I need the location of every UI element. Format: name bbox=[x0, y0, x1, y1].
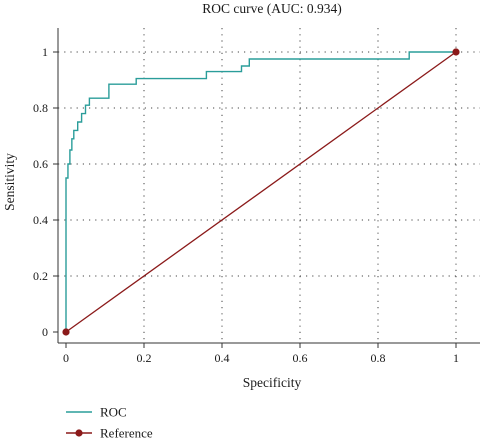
legend-item-roc: ROC bbox=[66, 405, 127, 420]
y-tick-label: 0.6 bbox=[33, 157, 48, 171]
x-tick-label: 0.4 bbox=[215, 351, 230, 365]
chart-title: ROC curve (AUC: 0.934) bbox=[202, 1, 341, 16]
reference-point bbox=[62, 328, 70, 336]
y-axis-ticks: 0 0.2 0.4 0.6 0.8 1 bbox=[33, 45, 58, 339]
x-tick-label: 1 bbox=[453, 351, 459, 365]
grid-lines bbox=[58, 28, 480, 343]
roc-line bbox=[65, 51, 456, 332]
legend-item-reference: Reference bbox=[66, 426, 153, 441]
x-axis-label: Specificity bbox=[243, 375, 302, 390]
x-tick-label: 0.2 bbox=[137, 351, 152, 365]
y-tick-label: 0 bbox=[42, 325, 48, 339]
legend-label-roc: ROC bbox=[100, 405, 127, 420]
plot-frame bbox=[57, 28, 480, 344]
x-axis-ticks: 0 0.2 0.4 0.6 0.8 1 bbox=[63, 343, 459, 365]
legend-label-reference: Reference bbox=[100, 426, 153, 441]
x-tick-label: 0.8 bbox=[371, 351, 386, 365]
x-tick-label: 0.6 bbox=[293, 351, 308, 365]
y-tick-label: 1 bbox=[42, 45, 48, 59]
y-axis-label: Sensitivity bbox=[2, 153, 17, 211]
y-tick-label: 0.8 bbox=[33, 101, 48, 115]
legend-marker-reference bbox=[75, 429, 83, 437]
legend: ROC Reference bbox=[66, 405, 153, 441]
x-tick-label: 0 bbox=[63, 351, 69, 365]
y-tick-label: 0.4 bbox=[33, 213, 48, 227]
reference-line bbox=[65, 51, 457, 333]
reference-point bbox=[452, 48, 460, 56]
y-tick-label: 0.2 bbox=[33, 269, 48, 283]
series-layer bbox=[62, 48, 460, 336]
